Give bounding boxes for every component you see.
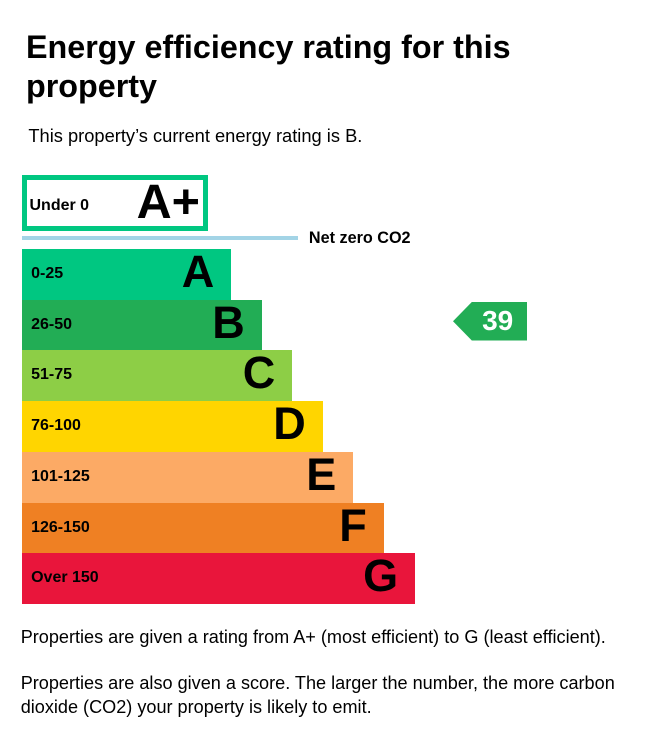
svg-text:39: 39 — [482, 305, 513, 336]
